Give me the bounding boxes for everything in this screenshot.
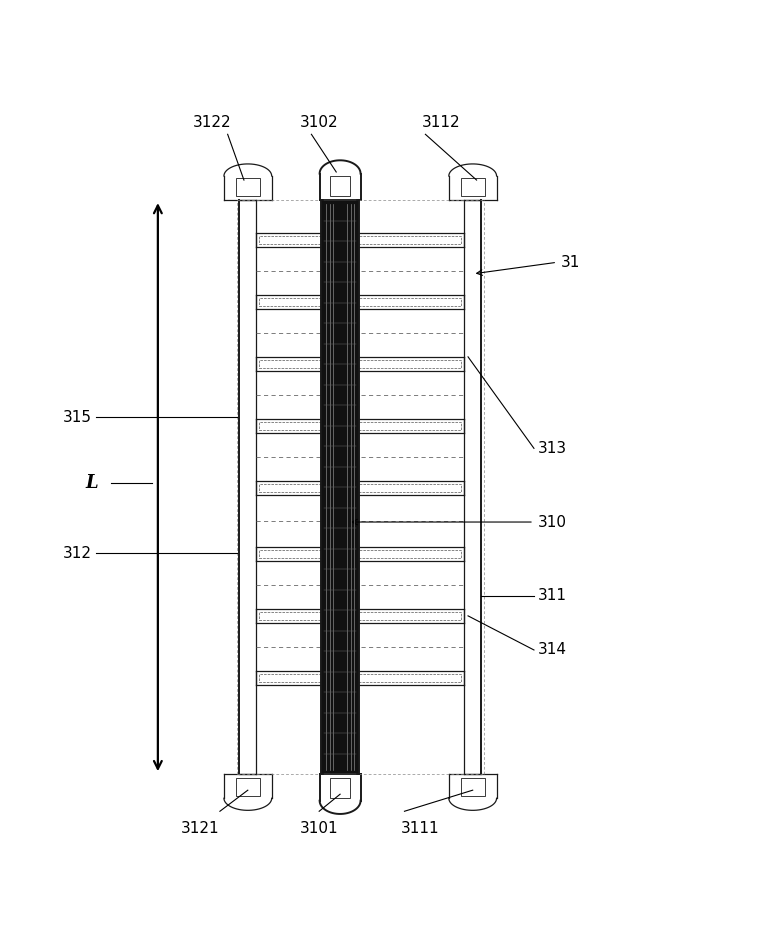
- Bar: [236, 178, 260, 196]
- Bar: [259, 674, 461, 682]
- Bar: [322, 201, 358, 774]
- Text: 3111: 3111: [401, 821, 439, 836]
- Text: L: L: [86, 475, 98, 493]
- Bar: [259, 550, 461, 557]
- Bar: [259, 422, 461, 430]
- Bar: [330, 176, 351, 196]
- Text: 31: 31: [561, 255, 580, 270]
- Bar: [330, 779, 351, 799]
- Text: 315: 315: [63, 410, 92, 425]
- Bar: [259, 612, 461, 620]
- Bar: [259, 236, 461, 243]
- Bar: [461, 178, 485, 196]
- Text: 3112: 3112: [422, 115, 460, 130]
- Text: 3102: 3102: [300, 115, 338, 130]
- Text: 310: 310: [538, 514, 567, 530]
- Text: 3122: 3122: [193, 115, 231, 130]
- Text: 313: 313: [538, 441, 567, 456]
- Bar: [236, 778, 260, 796]
- Text: 312: 312: [63, 546, 92, 560]
- Bar: [259, 360, 461, 368]
- Bar: [461, 778, 485, 796]
- Text: 311: 311: [538, 589, 567, 603]
- Bar: [259, 484, 461, 492]
- Text: 314: 314: [538, 643, 567, 657]
- Text: 3121: 3121: [181, 821, 219, 836]
- Text: 3101: 3101: [300, 821, 338, 836]
- Bar: [259, 298, 461, 305]
